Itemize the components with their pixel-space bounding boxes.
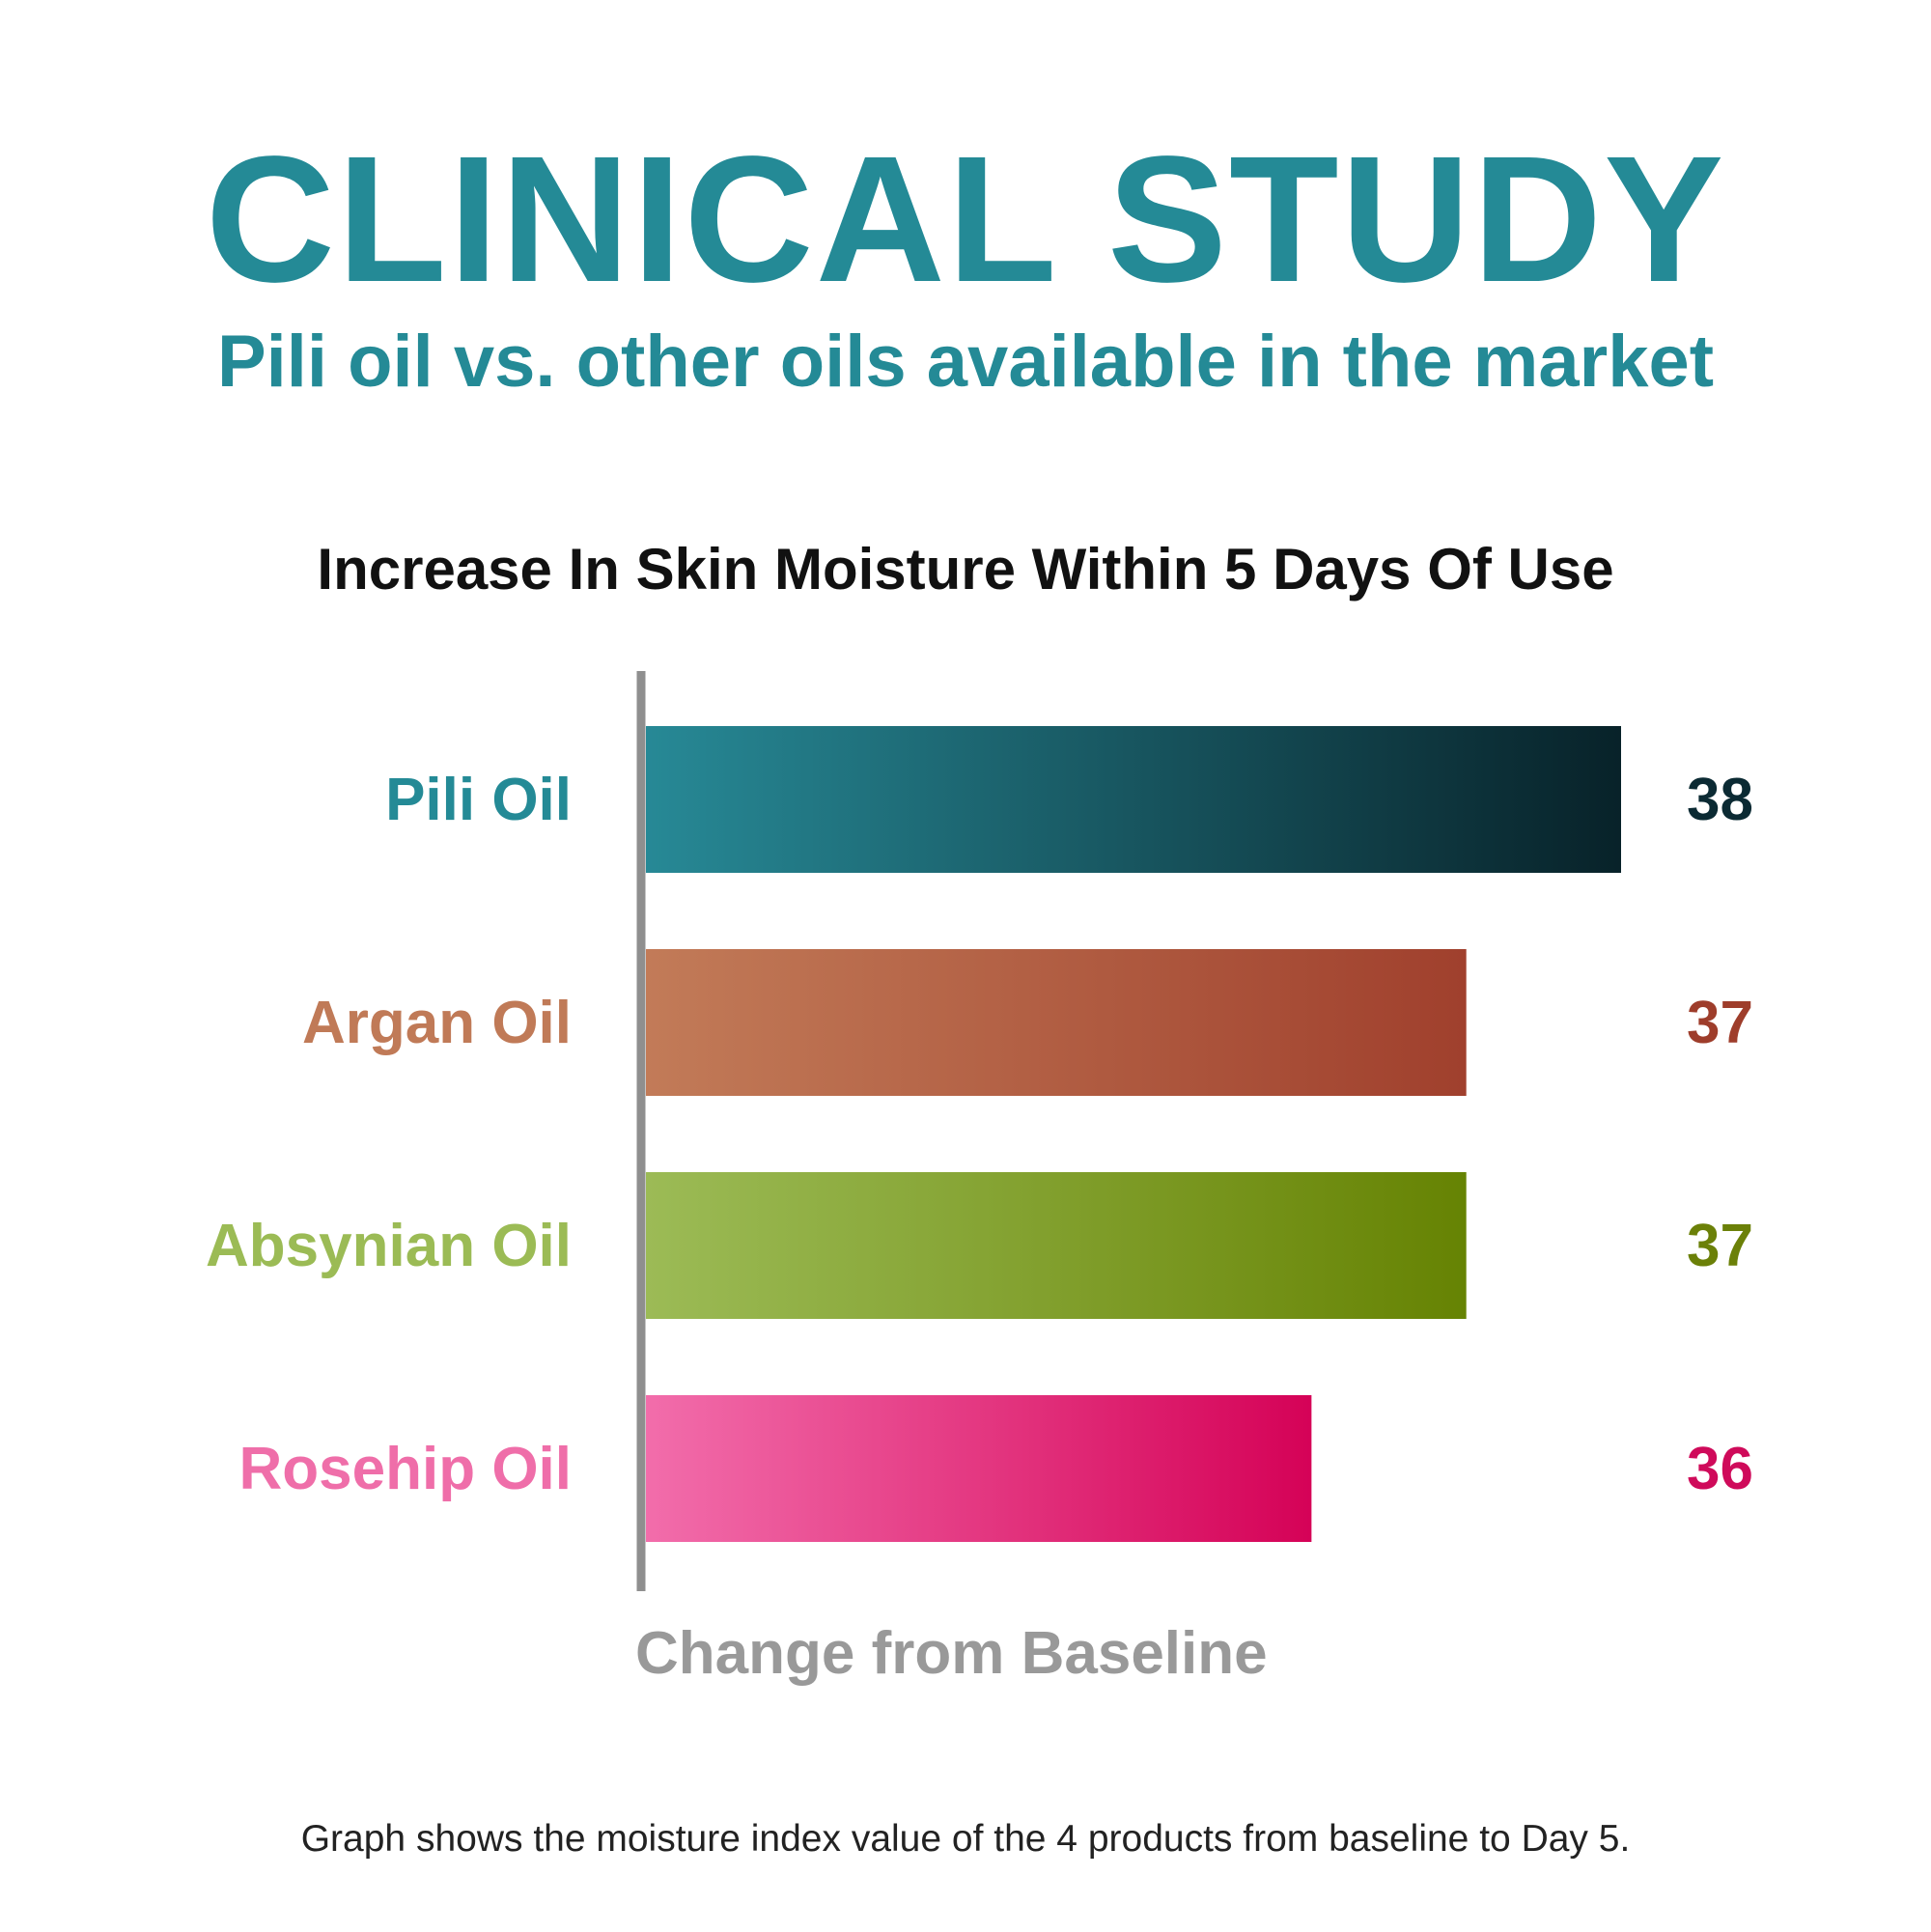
value-label: 36 <box>1687 1436 1753 1502</box>
bar-argan-oil <box>646 949 1467 1096</box>
bar-rosehip-oil <box>646 1395 1312 1542</box>
labels-group: Pili Oil 38 Argan Oil 37 Absynian Oil 37 Roseh… <box>206 767 1753 1502</box>
category-label: Absynian Oil <box>206 1213 572 1279</box>
page-title: CLINICAL STUDY <box>205 120 1726 320</box>
footnote: Graph shows the moisture index value of … <box>300 1818 1631 1860</box>
bar-absynian-oil <box>646 1172 1467 1319</box>
value-label: 37 <box>1687 990 1753 1056</box>
x-axis-title: Change from Baseline <box>635 1620 1268 1687</box>
bar-pili-oil <box>646 726 1621 873</box>
category-label: Pili Oil <box>385 767 572 833</box>
chart-title: Increase In Skin Moisture Within 5 Days … <box>317 537 1614 602</box>
value-label: 37 <box>1687 1213 1753 1279</box>
page-subtitle: Pili oil vs. other oils available in the… <box>216 321 1715 403</box>
bars-group <box>646 726 1621 1542</box>
category-label: Rosehip Oil <box>239 1436 572 1502</box>
category-label: Argan Oil <box>302 990 572 1056</box>
value-label: 38 <box>1687 767 1753 833</box>
